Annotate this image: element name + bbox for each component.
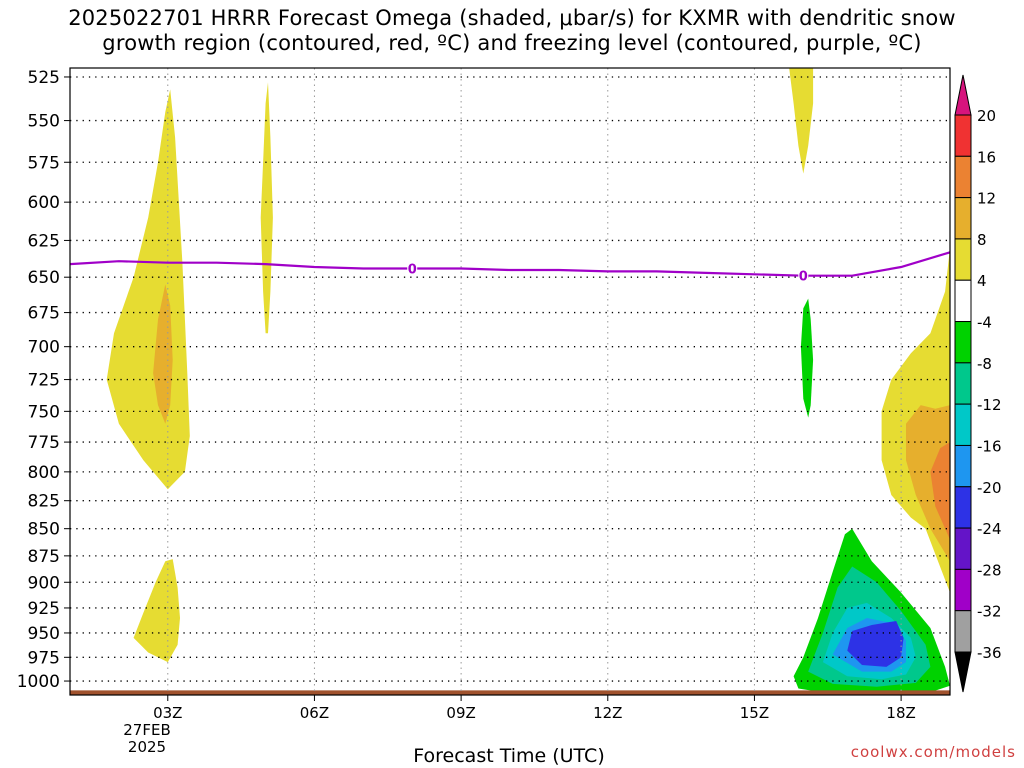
colorbar-label-10: -24 xyxy=(977,520,1002,538)
colorbar-bin-11 xyxy=(954,527,972,570)
y-tick-label-525: 525 xyxy=(28,68,60,88)
y-tick-label-650: 650 xyxy=(28,268,60,288)
colorbar-label-8: -16 xyxy=(977,437,1002,455)
omega-region-4 xyxy=(789,68,814,174)
colorbar-label-2: 12 xyxy=(977,190,996,208)
colorbar-bin-4 xyxy=(954,238,972,281)
y-tick-label-950: 950 xyxy=(28,624,60,644)
colorbar-bin-13 xyxy=(954,610,972,653)
colorbar-label-5: -4 xyxy=(977,314,992,332)
y-tick-label-1000: 1000 xyxy=(17,672,60,692)
x-axis: 03Z 06Z 09Z 12Z 15Z 18Z xyxy=(153,695,916,722)
x-tick-label-03Z: 03Z xyxy=(153,704,182,722)
x-tick-label-18Z: 18Z xyxy=(886,704,915,722)
colorbar-label-3: 8 xyxy=(977,231,987,249)
colorbar-bin-9 xyxy=(954,444,972,488)
y-tick-label-775: 775 xyxy=(28,433,60,453)
x-tick-label-06Z: 06Z xyxy=(300,704,329,722)
colorbar-bin-8 xyxy=(954,403,972,446)
chart-title-line2: growth region (contoured, red, ºC) and f… xyxy=(102,31,922,55)
omega-shading xyxy=(70,68,950,695)
colorbar: 20 16 12 8 4 -4 -8 -12 -16 -20 -24 -28 -32 -36 xyxy=(954,74,1002,693)
colorbar-bin-5 xyxy=(954,279,972,323)
omega-region-2 xyxy=(260,82,273,334)
colorbar-label-12: -32 xyxy=(977,603,1002,621)
y-tick-label-925: 925 xyxy=(28,599,60,619)
omega-region-13 xyxy=(800,298,814,418)
grid xyxy=(70,68,950,695)
y-axis: 525 550 575 600 625 650 675 700 725 750 775 800 825 8… xyxy=(17,68,70,692)
colorbar-bin-10 xyxy=(954,486,972,529)
colorbar-label-9: -20 xyxy=(977,479,1002,497)
y-tick-label-625: 625 xyxy=(28,231,60,251)
omega-region-7 xyxy=(930,442,950,540)
colorbar-bin-7 xyxy=(954,362,972,405)
colorbar-label-7: -12 xyxy=(977,396,1002,414)
x-axis-title: Forecast Time (UTC) xyxy=(413,745,604,767)
colorbar-bin-1 xyxy=(954,114,972,157)
y-tick-label-875: 875 xyxy=(28,547,60,567)
terrain-band xyxy=(70,690,950,695)
omega-region-1 xyxy=(153,284,173,424)
omega-region-0 xyxy=(106,89,190,490)
colorbar-label-1: 16 xyxy=(977,148,996,166)
colorbar-label-13: -36 xyxy=(977,644,1002,662)
y-tick-label-550: 550 xyxy=(28,112,60,132)
colorbar-bin-3 xyxy=(954,197,972,240)
site-credit: coolwx.com/models xyxy=(850,743,1016,761)
x-tick-label-09Z: 09Z xyxy=(446,704,475,722)
y-tick-label-850: 850 xyxy=(28,520,60,540)
chart-title: 2025022701 HRRR Forecast Omega (shaded, … xyxy=(0,6,1024,56)
y-tick-label-975: 975 xyxy=(28,648,60,668)
colorbar-bin-6 xyxy=(954,321,972,364)
colorbar-label-11: -28 xyxy=(977,561,1002,579)
y-tick-label-700: 700 xyxy=(28,338,60,358)
colorbar-bin-2 xyxy=(954,155,972,199)
date-label-line1: 27FEB xyxy=(123,721,170,739)
y-tick-label-825: 825 xyxy=(28,492,60,512)
freezing-level-label-bg-0 xyxy=(407,261,418,275)
omega-region-3 xyxy=(133,559,180,663)
y-tick-label-600: 600 xyxy=(28,193,60,213)
y-tick-label-575: 575 xyxy=(28,153,60,173)
omega-region-6 xyxy=(906,405,950,562)
colorbar-label-4: 4 xyxy=(977,272,987,290)
y-tick-label-750: 750 xyxy=(28,402,60,422)
y-tick-label-675: 675 xyxy=(28,304,60,324)
colorbar-bin-12 xyxy=(954,568,972,612)
freezing-level-label-0: 0 xyxy=(408,262,417,277)
chart-title-line1: 2025022701 HRRR Forecast Omega (shaded, … xyxy=(68,6,956,30)
x-tick-label-15Z: 15Z xyxy=(740,704,769,722)
freezing-level-label-1: 0 xyxy=(799,270,808,285)
y-tick-label-800: 800 xyxy=(28,463,60,483)
plot-frame xyxy=(69,67,951,696)
colorbar-label-6: -8 xyxy=(977,355,992,373)
freezing-level-label-bg-1 xyxy=(798,268,809,282)
colorbar-bin-0 xyxy=(954,74,972,116)
freezing-level-line xyxy=(70,251,950,277)
y-tick-label-725: 725 xyxy=(28,371,60,391)
date-label-line2: 2025 xyxy=(128,738,166,756)
x-tick-label-12Z: 12Z xyxy=(593,704,622,722)
colorbar-bin-14 xyxy=(954,651,972,693)
y-tick-label-900: 900 xyxy=(28,573,60,593)
colorbar-label-0: 20 xyxy=(977,107,996,125)
